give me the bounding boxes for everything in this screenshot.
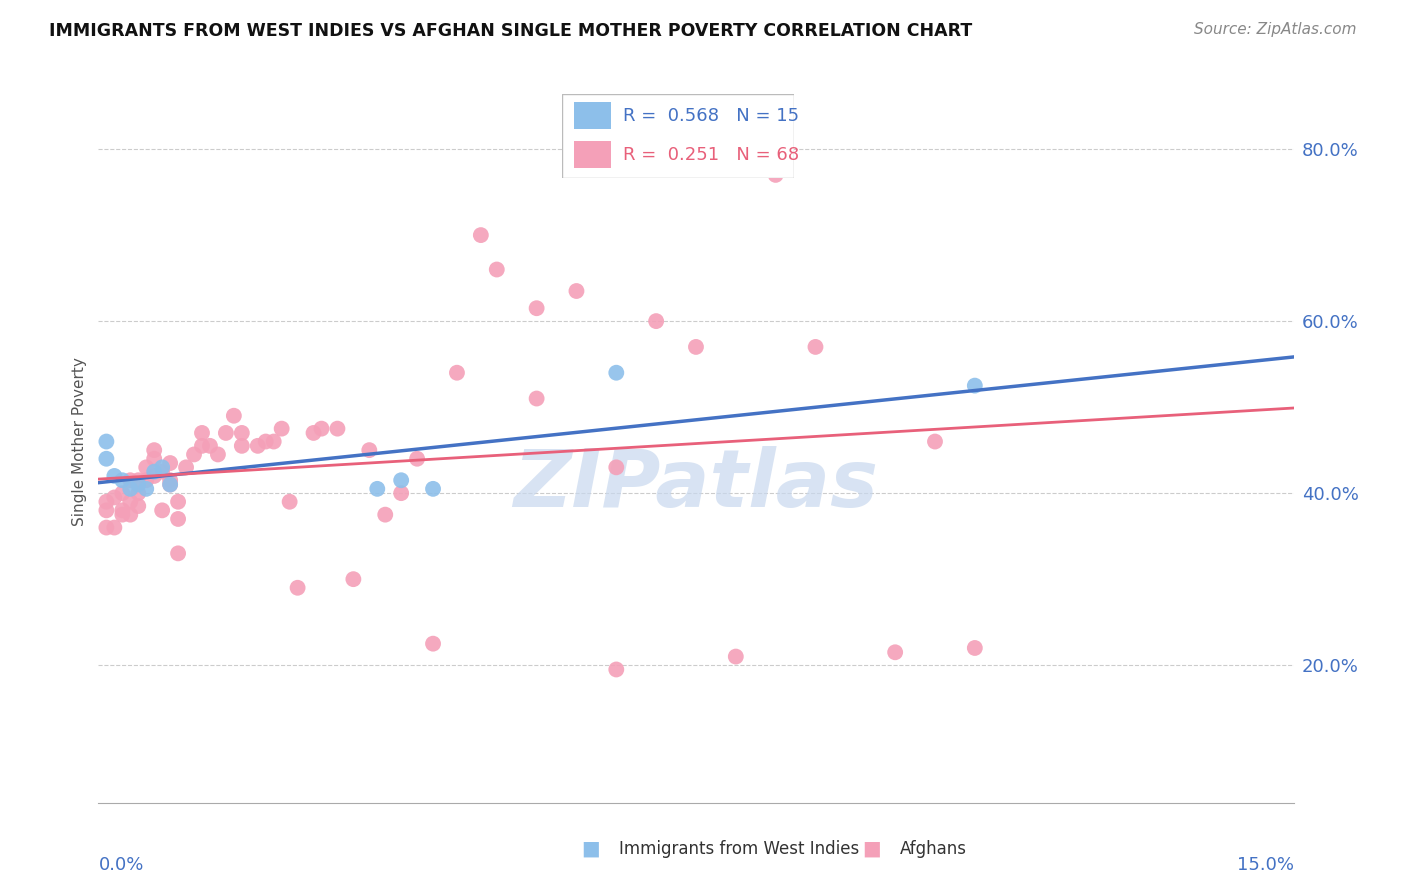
Point <box>526 301 548 316</box>
Point <box>150 465 173 479</box>
Point <box>645 314 668 328</box>
Point <box>724 649 747 664</box>
Point <box>143 451 166 466</box>
Point <box>222 409 245 423</box>
Point <box>287 581 309 595</box>
Point <box>103 520 125 534</box>
Point <box>159 456 181 470</box>
Point <box>406 451 429 466</box>
Point <box>111 503 134 517</box>
Point <box>167 546 190 560</box>
Point <box>198 439 221 453</box>
Point <box>135 482 157 496</box>
Point <box>389 486 412 500</box>
Point <box>963 378 986 392</box>
Point <box>884 645 907 659</box>
Point <box>207 447 229 461</box>
Text: ZIPatlas: ZIPatlas <box>513 446 879 524</box>
Point <box>526 392 548 406</box>
Point <box>127 473 149 487</box>
Point <box>120 473 142 487</box>
Point <box>183 447 205 461</box>
Point <box>135 460 157 475</box>
Point <box>167 512 190 526</box>
Point <box>174 460 197 475</box>
Text: Source: ZipAtlas.com: Source: ZipAtlas.com <box>1194 22 1357 37</box>
Text: Immigrants from West Indies: Immigrants from West Indies <box>619 840 859 858</box>
Text: R =  0.251   N = 68: R = 0.251 N = 68 <box>623 146 799 164</box>
Point <box>111 473 134 487</box>
Point <box>135 473 157 487</box>
Point <box>111 486 134 500</box>
Text: IMMIGRANTS FROM WEST INDIES VS AFGHAN SINGLE MOTHER POVERTY CORRELATION CHART: IMMIGRANTS FROM WEST INDIES VS AFGHAN SI… <box>49 22 973 40</box>
Text: ▪: ▪ <box>581 835 600 863</box>
Point <box>191 425 214 440</box>
Point <box>103 491 125 505</box>
Point <box>270 422 292 436</box>
Point <box>302 425 325 440</box>
Point <box>374 508 396 522</box>
Point <box>326 422 349 436</box>
Point <box>167 494 190 508</box>
Y-axis label: Single Mother Poverty: Single Mother Poverty <box>72 357 87 526</box>
Point <box>96 434 118 449</box>
Point <box>263 434 285 449</box>
Point <box>96 503 118 517</box>
Point <box>366 482 388 496</box>
Point <box>120 482 142 496</box>
Point <box>359 443 381 458</box>
Point <box>605 663 627 677</box>
Point <box>446 366 468 380</box>
Point <box>96 520 118 534</box>
Point <box>127 486 149 500</box>
Point <box>150 460 173 475</box>
Point <box>127 499 149 513</box>
Point <box>111 508 134 522</box>
Point <box>422 637 444 651</box>
Point <box>143 469 166 483</box>
Point <box>765 168 787 182</box>
Text: ▪: ▪ <box>862 835 882 863</box>
Point <box>215 425 238 440</box>
Point <box>231 439 253 453</box>
Point <box>231 425 253 440</box>
Point <box>924 434 946 449</box>
Text: R =  0.568   N = 15: R = 0.568 N = 15 <box>623 107 799 125</box>
Point <box>159 473 181 487</box>
Point <box>565 284 588 298</box>
Point <box>422 482 444 496</box>
Point <box>159 477 181 491</box>
Point <box>605 460 627 475</box>
Point <box>143 443 166 458</box>
Point <box>191 439 214 453</box>
Point <box>963 640 986 655</box>
Point <box>342 572 364 586</box>
Point <box>605 366 627 380</box>
Point <box>470 228 492 243</box>
Point <box>246 439 269 453</box>
Text: Afghans: Afghans <box>900 840 967 858</box>
Point <box>143 465 166 479</box>
Point <box>685 340 707 354</box>
Point <box>120 494 142 508</box>
Point <box>804 340 827 354</box>
Bar <box>574 103 612 129</box>
Point <box>159 477 181 491</box>
Bar <box>574 141 612 169</box>
Point <box>120 508 142 522</box>
Point <box>311 422 333 436</box>
Point <box>96 451 118 466</box>
Text: 0.0%: 0.0% <box>98 856 143 874</box>
Point <box>278 494 301 508</box>
Point <box>254 434 277 449</box>
Point <box>150 503 173 517</box>
Point <box>485 262 508 277</box>
Point <box>389 473 412 487</box>
Point <box>103 469 125 483</box>
Point <box>127 477 149 491</box>
Text: 15.0%: 15.0% <box>1236 856 1294 874</box>
Point <box>96 494 118 508</box>
